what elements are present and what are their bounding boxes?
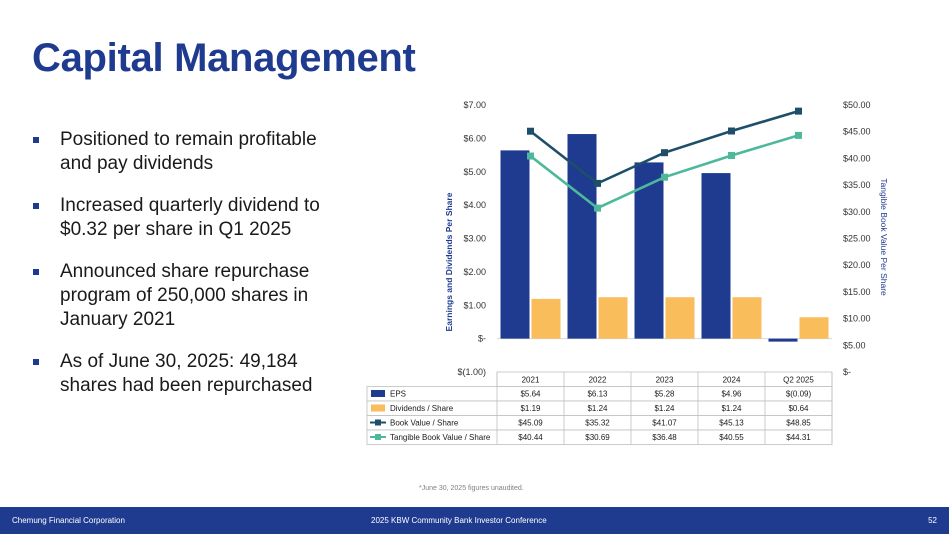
table-category-label: 2021 — [522, 376, 540, 385]
square-bullet-icon — [33, 269, 39, 275]
bullet-item: Increased quarterly dividend to $0.32 pe… — [32, 194, 352, 242]
y2-tick-label: $- — [843, 367, 851, 377]
eps-bar — [768, 338, 798, 342]
y2-tick-label: $40.00 — [843, 153, 871, 163]
bullet-text: As of June 30, 2025: 49,184 shares had b… — [60, 351, 313, 396]
square-bullet-icon — [33, 203, 39, 209]
table-value-cell: $40.55 — [719, 433, 744, 442]
book-value-point — [661, 149, 668, 157]
table-value-cell: $35.32 — [585, 419, 610, 428]
y-tick-label: $(1.00) — [457, 367, 486, 377]
table-value-cell: $48.85 — [786, 419, 811, 428]
y2-tick-label: $15.00 — [843, 287, 871, 297]
bullet-item: As of June 30, 2025: 49,184 shares had b… — [32, 350, 352, 398]
footnote: *June 30, 2025 figures unaudited. — [419, 485, 524, 492]
eps-bar — [701, 173, 731, 339]
footer-event: 2025 KBW Community Bank Investor Confere… — [371, 516, 547, 525]
bullet-text: Positioned to remain profitable and pay … — [60, 129, 317, 174]
y2-tick-label: $35.00 — [843, 180, 871, 190]
table-value-cell: $0.64 — [788, 404, 809, 413]
table-value-cell: $(0.09) — [786, 390, 812, 399]
book-value-point — [527, 127, 534, 135]
legend-key-icon — [371, 404, 385, 412]
table-value-cell: $5.28 — [654, 390, 675, 399]
dividend-bar — [732, 297, 762, 339]
book-value-point — [728, 127, 735, 135]
y2-tick-label: $20.00 — [843, 260, 871, 270]
tangible-book-value-point — [661, 173, 668, 181]
square-bullet-icon — [33, 137, 39, 143]
table-value-cell: $30.69 — [585, 433, 610, 442]
table-category-label: Q2 2025 — [783, 376, 814, 385]
book-value-point — [594, 179, 601, 187]
dividend-bar — [598, 297, 628, 339]
legend-series-label: Book Value / Share — [390, 419, 459, 428]
table-value-cell: $4.96 — [721, 390, 742, 399]
page-number: 52 — [928, 516, 937, 525]
y-tick-label: $7.00 — [463, 100, 486, 110]
legend-key-icon — [371, 390, 385, 397]
y-tick-label: $4.00 — [463, 200, 486, 210]
y2-tick-label: $50.00 — [843, 100, 871, 110]
legend-key-icon — [375, 419, 381, 426]
y-tick-label: $6.00 — [463, 133, 486, 143]
table-category-label: 2023 — [656, 376, 674, 385]
y2-axis-title: Tangible Book Value Per Share — [879, 178, 889, 296]
y2-tick-label: $10.00 — [843, 314, 871, 324]
table-category-label: 2022 — [589, 376, 607, 385]
table-value-cell: $45.13 — [719, 419, 744, 428]
bullet-item: Positioned to remain profitable and pay … — [32, 128, 352, 176]
bullet-text: Announced share repurchase program of 25… — [60, 261, 310, 330]
y-tick-label: $3.00 — [463, 234, 486, 244]
bullet-item: Announced share repurchase program of 25… — [32, 260, 352, 332]
dividend-bar — [799, 317, 829, 339]
legend-series-label: Tangible Book Value / Share — [390, 433, 491, 442]
page-title: Capital Management — [32, 36, 416, 80]
y-tick-label: $1.00 — [463, 300, 486, 310]
legend-key-icon — [375, 434, 381, 440]
table-value-cell: $40.44 — [518, 433, 543, 442]
eps-bar — [567, 134, 597, 339]
eps-bar — [500, 150, 530, 339]
table-value-cell: $1.19 — [520, 404, 541, 413]
footer-company: Chemung Financial Corporation — [12, 516, 125, 525]
bullet-list: Positioned to remain profitable and pay … — [32, 128, 352, 416]
footer-bar: Chemung Financial Corporation 2025 KBW C… — [0, 507, 949, 534]
table-category-label: 2024 — [723, 376, 741, 385]
y-tick-label: $2.00 — [463, 267, 486, 277]
table-value-cell: $45.09 — [518, 419, 543, 428]
y2-tick-label: $25.00 — [843, 234, 871, 244]
table-value-cell: $41.07 — [652, 419, 677, 428]
table-value-cell: $1.24 — [654, 404, 675, 413]
table-value-cell: $36.48 — [652, 433, 677, 442]
table-value-cell: $1.24 — [721, 404, 742, 413]
book-value-point — [795, 107, 802, 115]
y-tick-label: $5.00 — [463, 167, 486, 177]
table-value-cell: $5.64 — [520, 390, 541, 399]
dividend-bar — [665, 297, 695, 339]
tangible-book-value-point — [795, 131, 802, 139]
y-axis-title: Earnings and Dividends Per Share — [444, 192, 454, 331]
tangible-book-value-point — [527, 152, 534, 160]
table-value-cell: $44.31 — [786, 433, 811, 442]
y2-tick-label: $45.00 — [843, 127, 871, 137]
legend-series-label: EPS — [390, 390, 406, 399]
y2-tick-label: $5.00 — [843, 340, 866, 350]
tangible-book-value-point — [728, 151, 735, 159]
square-bullet-icon — [33, 359, 39, 365]
tangible-book-value-point — [594, 204, 601, 212]
bullet-text: Increased quarterly dividend to $0.32 pe… — [60, 195, 320, 240]
dividend-bar — [531, 298, 561, 339]
table-value-cell: $1.24 — [587, 404, 608, 413]
eps-bar — [634, 162, 664, 339]
legend-series-label: Dividends / Share — [390, 404, 454, 413]
y-tick-label: $- — [478, 334, 486, 344]
table-value-cell: $6.13 — [587, 390, 608, 399]
y2-tick-label: $30.00 — [843, 207, 871, 217]
